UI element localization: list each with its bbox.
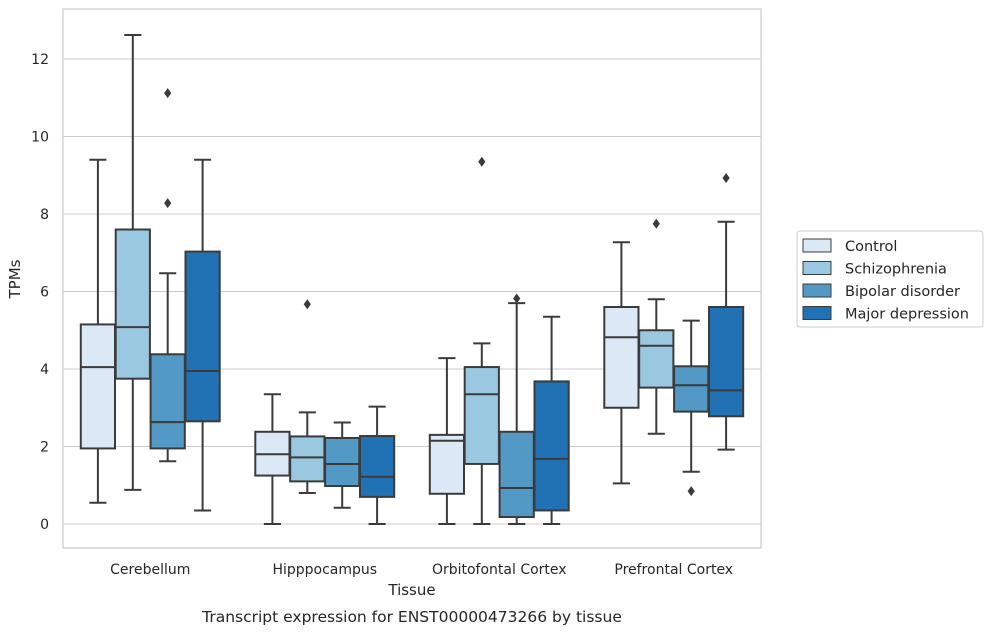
y-tick-label: 6 (40, 285, 49, 301)
iqr-box (79, 323, 117, 450)
iqr-box (184, 250, 221, 423)
x-tick-labels: Cerebellum Hipppocampus Orbitofontal Corte… (110, 562, 733, 578)
box-bipolar-disorder (149, 88, 186, 463)
iqr-box (289, 435, 326, 483)
iqr-box (673, 365, 710, 413)
iqr-box (533, 380, 570, 512)
y-tick-label: 10 (31, 130, 49, 146)
legend-frame (796, 230, 984, 328)
box-bipolar-disorder (324, 421, 361, 509)
box-bipolar-disorder (498, 293, 535, 525)
box-control (254, 393, 291, 525)
iqr-box (463, 366, 500, 465)
outlier-point (164, 198, 172, 209)
legend-label: Schizophrenia (845, 262, 947, 278)
legend-label: Bipolar disorder (845, 284, 960, 300)
iqr-box (358, 435, 396, 498)
iqr-box (428, 433, 466, 495)
y-tick-labels: 0 2 4 6 8 10 12 (31, 52, 49, 533)
legend-label: Major depression (845, 307, 969, 323)
box-control (79, 158, 117, 504)
x-tick-label: Hipppocampus (272, 562, 377, 578)
y-axis-label: TPMs (6, 259, 24, 299)
y-tick-label: 0 (40, 517, 49, 533)
iqr-box (603, 306, 640, 409)
outlier-point (687, 486, 695, 497)
figure-caption: Transcript expression for ENST0000047326… (201, 608, 622, 626)
legend-swatch (802, 283, 832, 298)
box-schizophrenia (463, 156, 500, 525)
iqr-box (149, 353, 186, 450)
legend-swatch (802, 306, 832, 320)
outlier-point (722, 172, 730, 183)
iqr-box (638, 329, 675, 389)
y-tick-label: 12 (31, 52, 49, 68)
y-tick-label: 2 (40, 440, 49, 456)
box-schizophrenia (114, 33, 151, 491)
y-tick-label: 8 (40, 207, 49, 223)
x-tick-label: Prefrontal Cortex (614, 562, 733, 578)
x-tick-label: Cerebellum (110, 562, 190, 578)
box-major-depression (707, 172, 745, 451)
x-tick-label: Orbitofontal Cortex (432, 562, 567, 578)
box-major-depression (184, 158, 221, 512)
box-control (603, 241, 640, 485)
outlier-point (303, 299, 311, 310)
iqr-box (114, 228, 151, 380)
box-schizophrenia (638, 218, 675, 435)
outlier-point (652, 218, 660, 229)
boxes (79, 33, 745, 525)
legend-label: Control (845, 239, 897, 255)
legend-swatch (802, 261, 832, 275)
outlier-point (164, 88, 172, 99)
outlier-point (478, 156, 486, 167)
iqr-box (707, 306, 745, 418)
box-control (428, 357, 466, 525)
iqr-box (498, 430, 535, 519)
box-major-depression (533, 315, 570, 525)
y-tick-label: 4 (40, 362, 49, 378)
box-major-depression (358, 405, 396, 525)
box-schizophrenia (289, 299, 326, 494)
iqr-box (324, 436, 361, 488)
plot-frame (62, 8, 762, 549)
legend-swatch (802, 238, 832, 253)
x-axis-label: Tissue (387, 581, 435, 599)
box-bipolar-disorder (673, 319, 710, 497)
legend: Control Schizophrenia Bipolar disorder Majo… (796, 230, 984, 328)
outlier-point (513, 293, 521, 304)
